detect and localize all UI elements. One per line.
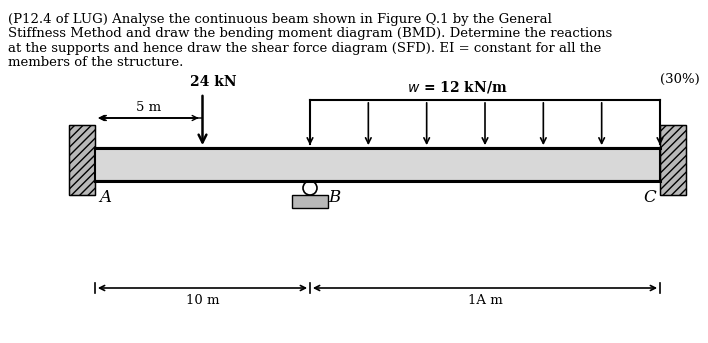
Circle shape — [303, 181, 317, 195]
Bar — [69, 125, 95, 195]
Bar — [660, 125, 686, 195]
Text: (30%): (30%) — [661, 73, 700, 86]
Text: members of the structure.: members of the structure. — [8, 57, 183, 70]
Text: 1A m: 1A m — [467, 294, 503, 307]
Text: A: A — [99, 189, 111, 206]
Text: C: C — [644, 189, 656, 206]
Text: 10 m: 10 m — [185, 294, 219, 307]
Bar — [292, 195, 328, 208]
Text: B: B — [328, 189, 341, 206]
Bar — [660, 125, 686, 195]
Text: (P12.4 of LUG) Analyse the continuous beam shown in Figure Q.1 by the General: (P12.4 of LUG) Analyse the continuous be… — [8, 13, 552, 26]
Text: 24 kN: 24 kN — [190, 75, 237, 89]
Text: 5 m: 5 m — [136, 101, 161, 114]
Bar — [95, 148, 660, 181]
Bar — [69, 125, 95, 195]
Text: at the supports and hence draw the shear force diagram (SFD). EI = constant for : at the supports and hence draw the shear… — [8, 42, 601, 55]
Text: $w$ = 12 kN/m: $w$ = 12 kN/m — [407, 79, 508, 95]
Text: Stiffness Method and draw the bending moment diagram (BMD). Determine the reacti: Stiffness Method and draw the bending mo… — [8, 27, 612, 40]
